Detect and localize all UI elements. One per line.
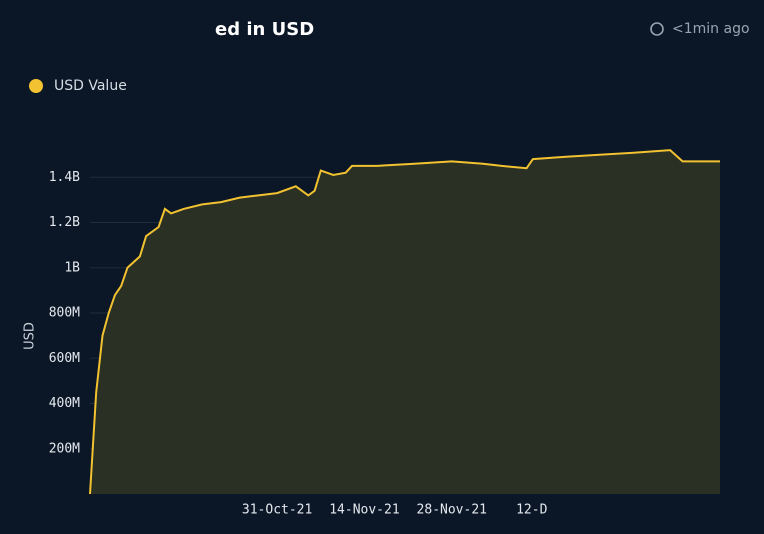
line: [89, 149, 720, 495]
x-tick-label: 28-Nov-21: [417, 503, 487, 518]
y-tick-label: 1.2B: [49, 215, 80, 230]
y-tick-label: 1B: [64, 260, 80, 275]
x-tick-label: 31-Oct-21: [242, 503, 312, 518]
y-tick-label: 800M: [49, 306, 80, 321]
area: [90, 150, 720, 494]
chart-title: ed in USD: [215, 19, 314, 40]
y-axis-label: USD: [23, 322, 38, 350]
legend-label: USD Value: [54, 78, 127, 94]
refresh-icon: [650, 22, 664, 36]
updated-label: <1min ago: [672, 21, 750, 37]
y-tick-label: 400M: [49, 396, 80, 411]
legend-marker: [29, 79, 43, 93]
y-tick-label: 200M: [49, 441, 80, 456]
y-tick-label: 600M: [49, 351, 80, 366]
y-tick-label: 1.4B: [49, 170, 80, 185]
x-tick-label: 14-Nov-21: [329, 503, 399, 518]
x-tick-label: 12-D: [516, 503, 547, 518]
